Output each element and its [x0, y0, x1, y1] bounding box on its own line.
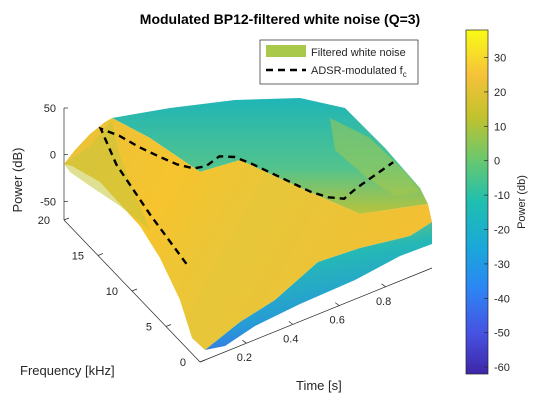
- colorbar-gradient: [465, 29, 489, 375]
- y-tick-mark: [63, 217, 70, 221]
- z-axis-label: Power (dB): [10, 147, 25, 212]
- colorbar-tick-label: -50: [494, 328, 510, 340]
- x-tick-label: 0.6: [330, 315, 345, 327]
- legend: Filtered white noise ADSR-modulated fc: [259, 39, 419, 85]
- colorbar-tick-label: 30: [494, 53, 506, 65]
- x-tick-label: 0.8: [376, 296, 391, 308]
- y-tick-label: 20: [38, 215, 50, 227]
- y-tick-label: 15: [72, 251, 84, 263]
- y-tick-label: 5: [146, 322, 152, 334]
- z-axis-ticks: 50 0 -50: [40, 103, 68, 208]
- y-tick-mark: [97, 253, 104, 256]
- x-axis-ticks: 0.2 0.4 0.6 0.8: [237, 283, 391, 364]
- x-tick-mark: [381, 283, 386, 288]
- surface-green-crest: [330, 118, 420, 196]
- y-axis-label: Frequency [kHz]: [20, 363, 115, 378]
- fc-dashed-curve: [98, 126, 394, 265]
- y-axis-ticks: 0 5 10 15 20: [38, 215, 206, 369]
- legend-entry-filtered: Filtered white noise: [311, 47, 406, 59]
- colorbar-tick-label: -60: [494, 362, 510, 374]
- x-tick-label: 0.4: [283, 333, 298, 345]
- colorbar-label: Power (db): [516, 175, 528, 229]
- legend-entry-fc: ADSR-modulated fc: [311, 65, 407, 79]
- surface-front-valley: [205, 222, 432, 350]
- x-tick-mark: [242, 339, 247, 344]
- y-tick-mark: [199, 359, 206, 363]
- x-axis-label: Time [s]: [296, 378, 342, 393]
- surface-plot: [64, 98, 432, 350]
- y-tick-mark: [131, 288, 138, 292]
- colorbar-tick-label: -40: [494, 293, 510, 305]
- surface-left-patch: [64, 120, 150, 230]
- colorbar-ticks: 30 20 10 0 -10 -20 -30 -40 -50 -60: [484, 53, 510, 374]
- z-tick-label: 0: [50, 150, 56, 162]
- legend-patch-swatch: [266, 45, 306, 57]
- colorbar-tick-label: -20: [494, 225, 510, 237]
- z-tick-label: -50: [40, 196, 56, 208]
- z-tick-label: 50: [44, 103, 56, 115]
- x-tick-label: 0.2: [237, 352, 252, 364]
- surface-main: [64, 118, 432, 350]
- colorbar: 30 20 10 0 -10 -20 -30 -40 -50 -60 Power (db): [465, 29, 528, 375]
- x-tick-mark: [334, 302, 340, 306]
- y-tick-label: 0: [180, 357, 186, 369]
- colorbar-tick-label: 20: [494, 87, 506, 99]
- colorbar-tick-label: -10: [494, 190, 510, 202]
- colorbar-tick-label: 0: [494, 156, 500, 168]
- colorbar-tick-label: 10: [494, 121, 506, 133]
- colorbar-tick-label: -30: [494, 259, 510, 271]
- surface-back-slope: [112, 98, 428, 214]
- chart-title: Modulated BP12-filtered white noise (Q=3…: [140, 11, 420, 27]
- y-tick-mark: [165, 324, 172, 327]
- y-tick-label: 10: [106, 286, 118, 298]
- x-tick-mark: [288, 321, 294, 325]
